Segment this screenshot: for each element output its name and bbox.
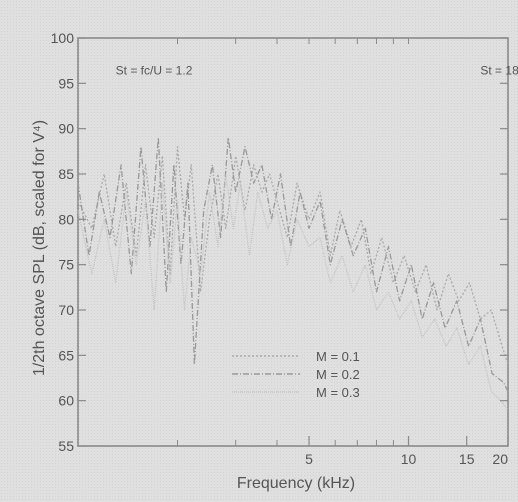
- y-tick-label: 90: [58, 121, 74, 137]
- legend-label-3: M = 0.3: [316, 385, 360, 400]
- legend-label-2: M = 0.2: [316, 367, 360, 382]
- y-tick-label: 65: [58, 347, 74, 363]
- y-axis-label: 1/2th octave SPL (dB, scaled for V⁴): [31, 120, 48, 376]
- y-tick-label: 95: [58, 75, 74, 91]
- y-tick-label: 80: [58, 211, 74, 227]
- plot-border: [77, 37, 509, 447]
- y-tick-label: 85: [58, 166, 74, 182]
- y-tick-label: 75: [58, 257, 74, 273]
- ticks-layer: 55 60 65 70 75 80 85 90 95 100 5 10 15 20: [51, 30, 509, 467]
- legend: M = 0.1 M = 0.2 M = 0.3: [232, 349, 360, 400]
- annotation-strouhal-left: St = fc/U = 1.2: [116, 63, 193, 77]
- series-line-1: [77, 146, 509, 365]
- series-line-2: [77, 137, 509, 392]
- x-tick-label: 20: [492, 451, 508, 467]
- plot-frame: [77, 37, 509, 447]
- x-tick-label: 5: [305, 451, 313, 467]
- y-tick-label: 100: [51, 30, 75, 46]
- x-tick-label: 15: [459, 451, 475, 467]
- series-layer: [77, 137, 509, 411]
- y-tick-label: 70: [58, 302, 74, 318]
- y-tick-label: 60: [58, 393, 74, 409]
- annotation-strouhal-right: St = 18: [480, 63, 518, 77]
- series-line-3: [77, 173, 509, 411]
- legend-label-1: M = 0.1: [316, 349, 360, 364]
- x-axis-label: Frequency (kHz): [237, 475, 355, 492]
- y-tick-label: 55: [58, 438, 74, 454]
- x-tick-label: 10: [401, 451, 417, 467]
